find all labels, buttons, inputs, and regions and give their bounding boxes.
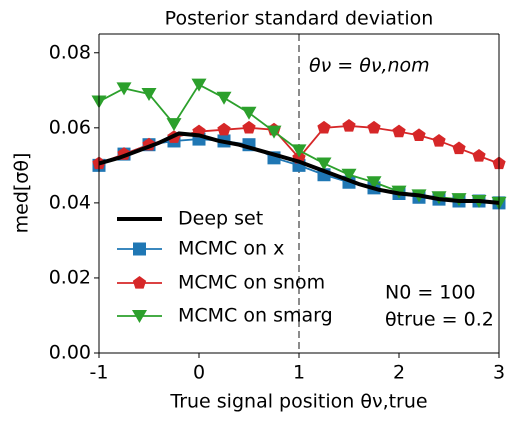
legend-label: Deep set [178,208,263,230]
legend-label: MCMC on smarg [178,305,333,327]
y-tick-label: 0.08 [49,41,91,63]
y-tick-label: 0.00 [49,342,91,364]
reference-label: θν = θν,nom [309,55,430,77]
marker [291,144,307,158]
x-tick-label: 1 [293,362,305,384]
marker [452,141,466,155]
marker [166,118,182,132]
legend-label: MCMC on x [178,238,284,260]
marker [241,106,257,120]
y-axis-label: med[σθ] [11,153,33,234]
marker [341,168,357,182]
y-tick-label: 0.04 [49,191,91,213]
marker [191,78,207,92]
marker [412,128,426,141]
x-tick-label: 3 [493,362,505,384]
marker [217,122,231,136]
annotation: N0 = 100 [385,282,476,304]
marker [342,118,356,132]
legend-label: MCMC on snom [178,272,325,294]
x-tick-label: 0 [193,362,205,384]
x-tick-label: 2 [393,362,405,384]
marker [266,125,282,139]
series-line [98,131,500,205]
marker [116,82,132,96]
legend-marker [132,310,147,323]
marker [366,176,382,190]
chart-title: Posterior standard deviation [165,8,434,30]
y-tick-label: 0.06 [49,116,91,138]
marker [141,88,157,102]
marker [216,91,232,105]
y-tick-label: 0.02 [49,266,91,288]
marker [242,120,256,134]
x-axis-label: True signal position θν,true [169,391,427,413]
legend-marker [133,242,146,256]
marker [392,124,406,138]
marker [367,120,381,134]
legend-marker [132,276,147,289]
marker [317,120,331,134]
annotation: θtrue = 0.2 [385,309,494,331]
x-tick-label: -1 [90,362,109,384]
marker [472,148,486,162]
marker [432,133,446,147]
marker [316,157,332,171]
